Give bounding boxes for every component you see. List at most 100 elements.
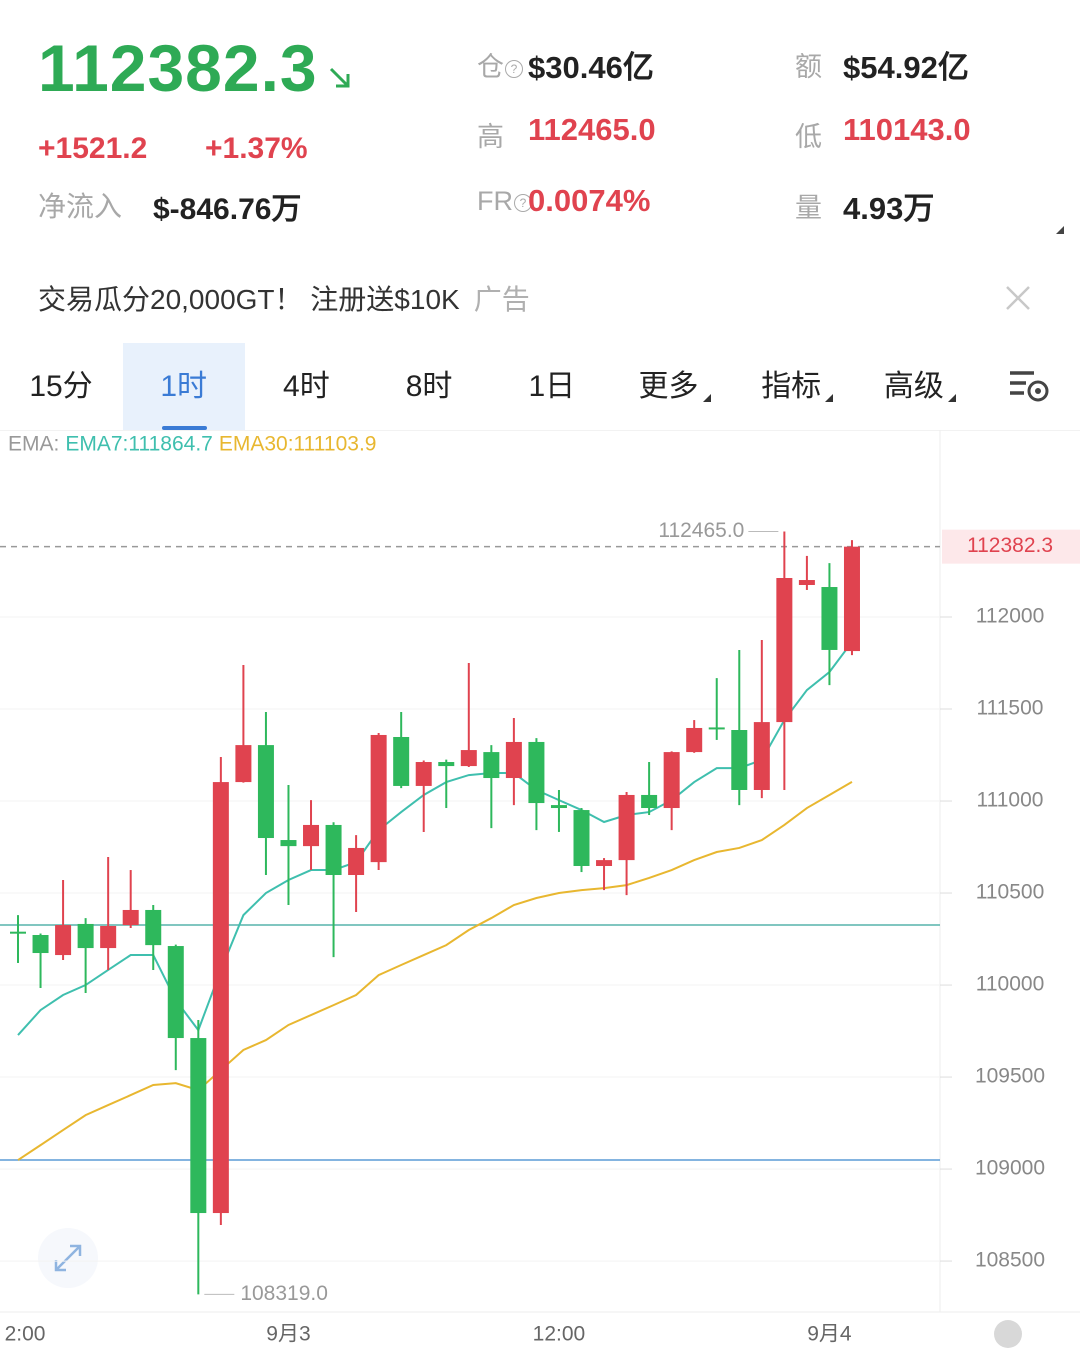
stat-value: $54.92亿 xyxy=(843,50,969,85)
ad-tag: 广告 xyxy=(473,284,530,315)
candle-body xyxy=(731,730,748,790)
x-tick-label: 2:00 xyxy=(5,1323,46,1346)
dropdown-caret xyxy=(702,394,711,402)
change-pct: +1.37% xyxy=(205,132,308,165)
tab-label: 指标 xyxy=(761,370,822,403)
candle-body xyxy=(167,946,184,1039)
tab[interactable]: 1时 xyxy=(122,343,245,430)
dropdown-caret xyxy=(825,394,834,402)
tab-label: 1时 xyxy=(160,370,208,403)
ad-banner[interactable]: 交易瓜分20,000GT！ 注册送$10K 广告 xyxy=(38,278,530,318)
candle-body xyxy=(776,578,793,723)
y-tick-label: 109000 xyxy=(975,1157,1045,1180)
ema-line xyxy=(17,781,853,1161)
y-tick-label: 110000 xyxy=(976,973,1045,996)
candle-body xyxy=(32,934,49,954)
stat-value: $30.46亿 xyxy=(528,50,654,85)
candle-body xyxy=(460,750,477,767)
ema-line xyxy=(17,641,853,1036)
candle-body xyxy=(100,925,117,949)
y-tick-label: 112000 xyxy=(976,605,1045,628)
tab[interactable]: 15分 xyxy=(0,343,122,430)
candle-body xyxy=(325,824,342,876)
tab-label: 15分 xyxy=(29,370,93,403)
candle-body xyxy=(393,736,410,786)
y-tick-label: 111000 xyxy=(977,789,1044,812)
net-inflow-label: 净流入 xyxy=(38,191,123,222)
stat-value: 110143.0 xyxy=(843,112,971,147)
info-icon: ? xyxy=(505,59,523,78)
close-ad[interactable] xyxy=(1004,284,1032,312)
high-label: 112465.0 xyxy=(658,519,744,542)
stat-label: 额 xyxy=(795,52,822,82)
candle-body xyxy=(843,546,860,652)
candle-body xyxy=(596,860,613,866)
candle-body xyxy=(55,925,72,956)
indicator-label: EMA: xyxy=(8,433,59,456)
net-inflow: $-846.76万 xyxy=(153,193,302,226)
stat-value: 4.93万 xyxy=(843,191,935,226)
legend-entry: EMA30:111103.9 xyxy=(219,433,377,456)
tab[interactable]: 1日 xyxy=(491,343,613,430)
change: +1521.2 xyxy=(38,132,148,165)
stat-label: FR? xyxy=(477,186,532,217)
stat-value: 0.0074% xyxy=(528,183,651,218)
tab[interactable]: 4时 xyxy=(245,343,367,430)
candle-body xyxy=(212,782,229,1214)
candle-body xyxy=(618,794,635,861)
stat-label: 高 xyxy=(477,122,504,152)
candle-body xyxy=(550,805,567,809)
x-tick-label: 12:00 xyxy=(533,1323,586,1346)
info-icon: ? xyxy=(514,193,532,212)
candle-body xyxy=(122,909,139,926)
price: 112382.3 xyxy=(38,31,318,105)
settings-icon[interactable] xyxy=(1008,368,1052,404)
candle-body xyxy=(753,722,770,790)
low-label: 108319.0 xyxy=(240,1282,328,1305)
candle-body xyxy=(821,587,838,650)
dropdown-caret xyxy=(947,394,956,402)
last-price-box xyxy=(942,529,1080,564)
y-tick-label: 111500 xyxy=(977,697,1044,720)
candle-body xyxy=(235,745,252,783)
collapse-icon[interactable] xyxy=(1054,224,1066,236)
candle-body xyxy=(190,1038,207,1214)
expand-icon xyxy=(54,1244,82,1272)
chart: 108500 109000 109500 110000 110500 111000 1115… xyxy=(0,430,1080,1348)
candle-body xyxy=(573,810,590,866)
candle-body xyxy=(641,794,658,809)
last-price-label: 112382.3 xyxy=(967,534,1053,557)
tab-label: 1日 xyxy=(528,370,576,403)
tab-label: 8时 xyxy=(405,370,453,403)
candle-body xyxy=(370,734,387,863)
stat-label: 低 xyxy=(795,122,822,152)
tab-label: 更多 xyxy=(638,370,699,403)
tab[interactable]: 更多 xyxy=(614,343,736,430)
y-tick-label: 108500 xyxy=(975,1249,1045,1272)
candle-body xyxy=(483,752,500,779)
candle-body xyxy=(257,745,274,839)
candle-body xyxy=(280,840,297,847)
candle-body xyxy=(686,727,703,753)
logo xyxy=(994,1320,1022,1348)
y-tick-label: 109500 xyxy=(975,1065,1045,1088)
x-tick-label: 9月4 xyxy=(807,1323,852,1346)
candle-body xyxy=(415,762,432,786)
candle-body xyxy=(708,727,725,730)
tab-label: 4时 xyxy=(283,370,330,403)
tab[interactable]: 指标 xyxy=(736,343,858,430)
divider xyxy=(0,430,1080,431)
y-tick-label: 110500 xyxy=(976,881,1045,904)
legend-entry: EMA7:111864.7 xyxy=(65,433,213,456)
candle-body xyxy=(10,931,26,934)
candle-body xyxy=(663,752,680,809)
candle-body xyxy=(505,741,522,779)
x-tick-label: 9月3 xyxy=(266,1323,310,1346)
tab[interactable]: 8时 xyxy=(368,343,490,430)
candle-body xyxy=(798,580,815,585)
candle-body xyxy=(77,923,94,949)
tab[interactable]: 高级 xyxy=(859,343,981,430)
candle-body xyxy=(528,741,545,804)
ad-text: 交易瓜分20,000GT！ 注册送$10K xyxy=(38,284,460,315)
